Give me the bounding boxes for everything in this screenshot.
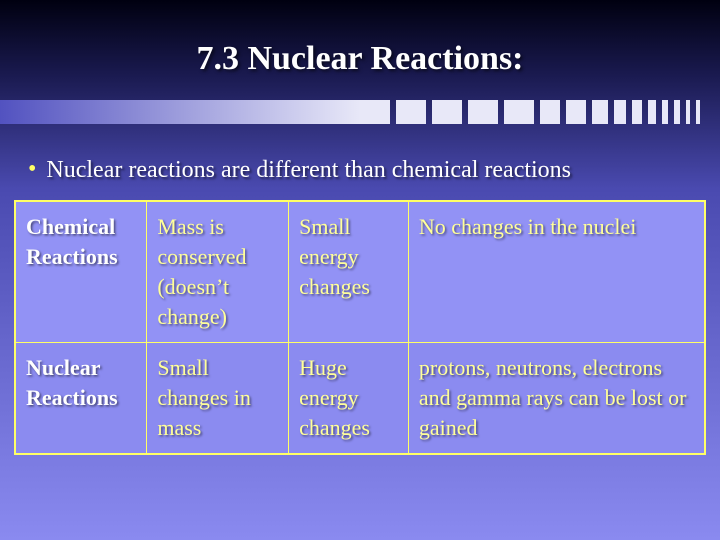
row-header: Nuclear Reactions: [15, 343, 147, 455]
decor-block: [432, 100, 462, 124]
table-cell: Small changes in mass: [147, 343, 289, 455]
slide-title: 7.3 Nuclear Reactions:: [0, 40, 720, 78]
bullet-item: • Nuclear reactions are different than c…: [28, 155, 692, 185]
decor-block: [674, 100, 680, 124]
decor-block: [566, 100, 586, 124]
table-cell: protons, neutrons, electrons and gamma r…: [408, 343, 705, 455]
table-cell: Huge energy changes: [289, 343, 409, 455]
decor-block: [648, 100, 656, 124]
table-cell: Mass is conserved (doesn’t change): [147, 201, 289, 343]
row-header: Chemical Reactions: [15, 201, 147, 343]
decor-block: [504, 100, 534, 124]
decor-band: [0, 100, 720, 124]
comparison-table: Chemical Reactions Mass is conserved (do…: [14, 200, 706, 455]
table-cell: No changes in the nuclei: [408, 201, 705, 343]
decor-block: [696, 100, 700, 124]
decor-blocks: [360, 100, 700, 124]
decor-block: [540, 100, 560, 124]
table-row: Chemical Reactions Mass is conserved (do…: [15, 201, 705, 343]
decor-block: [468, 100, 498, 124]
decor-block: [396, 100, 426, 124]
decor-block: [614, 100, 626, 124]
bullet-text: Nuclear reactions are different than che…: [46, 155, 571, 185]
decor-block: [632, 100, 642, 124]
bullet-list: • Nuclear reactions are different than c…: [28, 155, 692, 185]
decor-block: [360, 100, 390, 124]
decor-block: [592, 100, 608, 124]
bullet-icon: •: [28, 155, 36, 183]
table-row: Nuclear Reactions Small changes in mass …: [15, 343, 705, 455]
decor-gradient: [0, 100, 360, 124]
table-cell: Small energy changes: [289, 201, 409, 343]
decor-block: [686, 100, 690, 124]
decor-block: [662, 100, 668, 124]
